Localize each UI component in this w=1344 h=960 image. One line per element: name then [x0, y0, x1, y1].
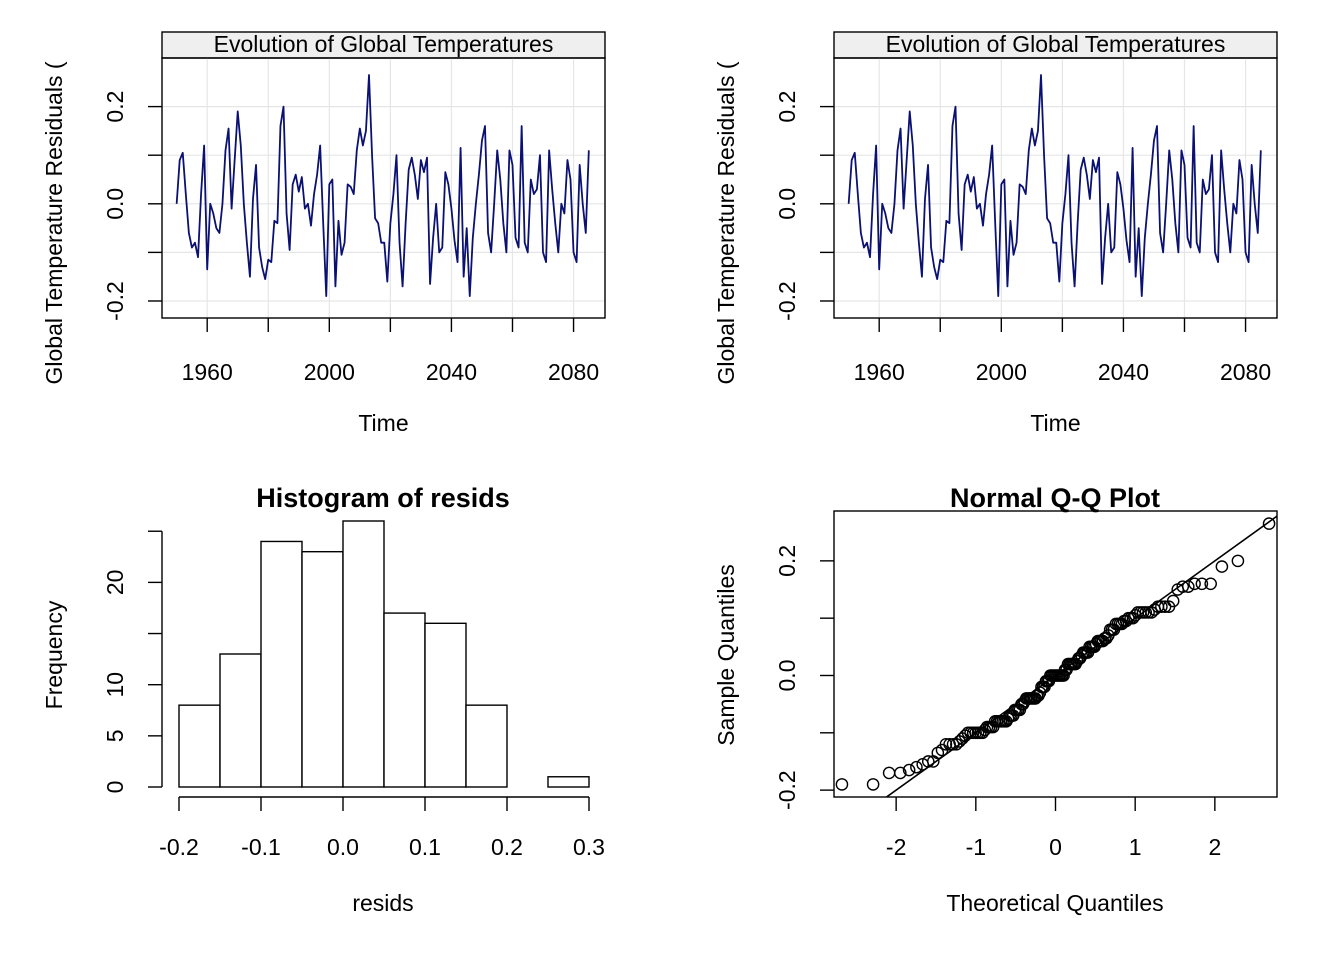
x-tick-label: 0.0 [327, 834, 359, 860]
x-tick-label: 0.1 [409, 834, 441, 860]
y-tick-label: 0.2 [774, 545, 800, 577]
ts1-grid [162, 58, 605, 318]
ts2-series-line [847, 74, 1262, 298]
qq-x-axis: -2 -1 0 1 2 [886, 797, 1221, 860]
qq-point [1155, 600, 1168, 614]
hist-bar [260, 540, 303, 788]
ts1-y-axis: -0.2 0.0 0.2 [102, 91, 162, 321]
x-tick-label: -2 [886, 834, 906, 860]
qq-point [835, 778, 849, 791]
qq-point [894, 766, 907, 780]
ts1-y-label: Global Temperature Residuals ( [41, 61, 67, 384]
qq-point [1166, 594, 1180, 608]
qq-point [910, 760, 923, 774]
ts2-y-label: Global Temperature Residuals ( [713, 61, 739, 384]
y-tick-label: -0.2 [774, 281, 800, 321]
hist-title: Histogram of resids [256, 483, 510, 513]
ts2-strip [833, 31, 1278, 59]
ts2-x-axis: 1960 2000 2040 2080 [854, 318, 1271, 385]
ts2-strip-title: Evolution of Global Temperatures [886, 31, 1226, 57]
qq-point [939, 737, 953, 751]
hist-bar [547, 776, 590, 788]
ts2-y-axis: -0.2 0.0 0.2 [774, 91, 834, 321]
ts1-panel: Evolution of Global Temperatures -0.2 0.0 0… [41, 31, 606, 436]
ts1-x-label: Time [358, 410, 408, 436]
qq-point [1231, 554, 1245, 568]
qq-point [1176, 580, 1190, 593]
qq-point [1204, 577, 1217, 591]
x-tick-label: 2 [1208, 834, 1221, 860]
x-tick-label: 2000 [976, 359, 1027, 385]
ts2-grid [834, 58, 1277, 318]
qq-panel: Normal Q-Q Plot -0.2 0.0 0.2 -2 -1 0 1 2 Theoreti… [713, 483, 1278, 916]
hist-bar [178, 704, 221, 788]
hist-bar [465, 704, 508, 788]
ts2-panel: Evolution of Global Temperatures -0.2 0.0 0… [713, 31, 1278, 436]
x-tick-label: 1 [1129, 834, 1142, 860]
qq-point [921, 755, 935, 768]
qq-point [1057, 669, 1070, 682]
ts2-frame [833, 57, 1278, 319]
hist-x-axis: -0.2 -0.1 0.0 0.1 0.2 0.3 [159, 796, 605, 860]
qq-point [946, 737, 960, 751]
x-tick-label: 1960 [854, 359, 905, 385]
ts1-strip-title: Evolution of Global Temperatures [214, 31, 554, 57]
y-tick-label: 5 [102, 729, 128, 742]
hist-x-label: resids [352, 890, 413, 916]
y-tick-label: 20 [102, 570, 128, 596]
y-tick-label: 10 [102, 672, 128, 698]
qq-point [1142, 606, 1155, 619]
y-tick-label: 0.2 [102, 91, 128, 123]
x-tick-label: 0.2 [491, 834, 523, 860]
x-tick-label: 2000 [304, 359, 355, 385]
x-tick-label: 2080 [1220, 359, 1271, 385]
qq-title: Normal Q-Q Plot [950, 483, 1160, 513]
y-tick-label: 0.0 [102, 188, 128, 220]
x-tick-label: 0.3 [573, 834, 605, 860]
x-tick-label: 2080 [548, 359, 599, 385]
qq-point [866, 778, 880, 791]
y-tick-label: 0.2 [774, 91, 800, 123]
qq-points [835, 517, 1276, 791]
qq-y-label: Sample Quantiles [713, 564, 739, 746]
qq-point [1262, 517, 1276, 530]
ts1-series-line [175, 74, 590, 298]
ts1-strip [161, 31, 606, 59]
ts1-frame [161, 57, 606, 319]
x-tick-label: 2040 [1098, 359, 1149, 385]
x-tick-label: -0.2 [159, 834, 199, 860]
y-tick-label: 0.0 [774, 188, 800, 220]
hist-bar [301, 550, 344, 788]
y-tick-label: 0 [102, 781, 128, 794]
qq-point [902, 763, 916, 777]
hist-y-label: Frequency [41, 600, 67, 709]
x-tick-label: -0.1 [241, 834, 281, 860]
hist-y-axis: 0 5 10 20 [102, 530, 163, 794]
qq-x-label: Theoretical Quantiles [946, 890, 1163, 916]
qq-point [1188, 577, 1201, 591]
qq-point [1181, 580, 1195, 593]
qq-point [882, 766, 896, 780]
hist-bar [383, 612, 426, 788]
hist-panel: Histogram of resids 0 5 10 20 -0.2 -0.1 0.0 0.1 0… [41, 483, 605, 916]
x-tick-label: 2040 [426, 359, 477, 385]
hist-bar [424, 622, 467, 788]
y-tick-label: -0.2 [102, 281, 128, 321]
x-tick-label: -1 [966, 834, 986, 860]
ts1-x-axis: 1960 2000 2040 2080 [182, 318, 599, 385]
ts2-x-label: Time [1030, 410, 1080, 436]
y-tick-label: 0.0 [774, 660, 800, 692]
qq-point [1215, 560, 1229, 573]
hist-bar [342, 520, 385, 788]
qq-frame [833, 510, 1278, 798]
x-tick-label: 1960 [182, 359, 233, 385]
y-tick-label: -0.2 [774, 770, 800, 810]
hist-bar [219, 653, 262, 788]
qq-point [1195, 577, 1209, 591]
qq-y-axis: -0.2 0.0 0.2 [774, 545, 834, 810]
x-tick-label: 0 [1049, 834, 1062, 860]
hist-bars [178, 520, 590, 788]
